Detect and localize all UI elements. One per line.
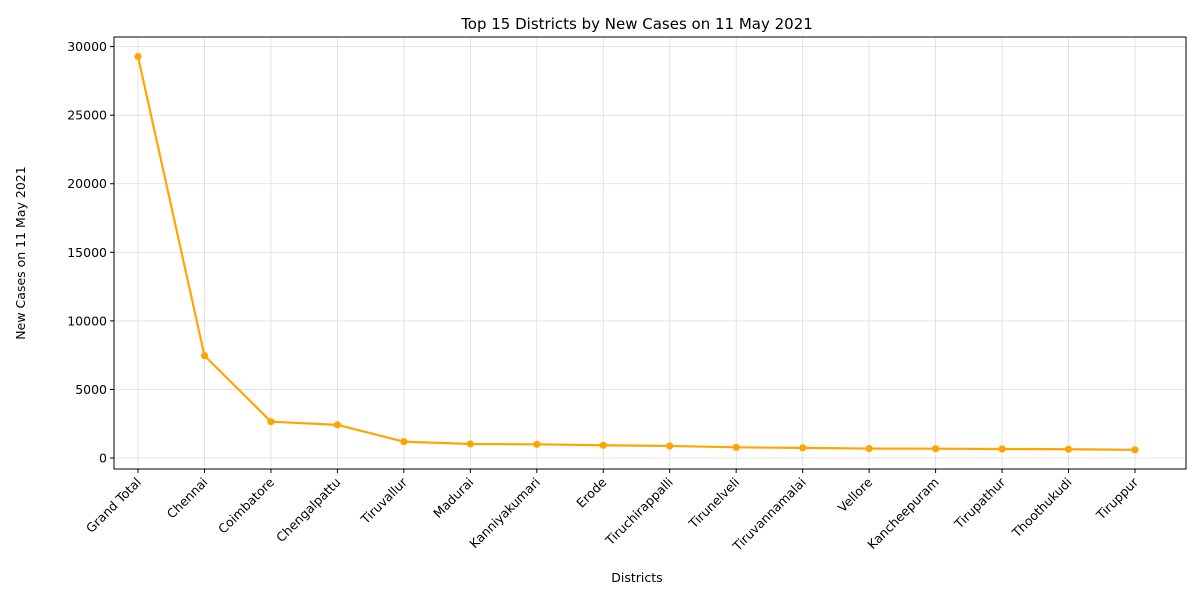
data-point <box>333 421 341 429</box>
data-point <box>267 418 275 426</box>
grid-lines <box>114 37 1186 469</box>
data-point <box>799 444 807 452</box>
x-tick-label: Chennai <box>164 475 211 522</box>
x-tick-label: Tiruchirappalli <box>602 475 676 549</box>
x-tick-label: Tirupathur <box>951 474 1009 532</box>
x-tick-label: Kancheepuram <box>864 475 941 552</box>
y-tick-label: 15000 <box>67 245 107 260</box>
data-point <box>134 52 142 61</box>
data-point <box>1064 445 1073 453</box>
y-tick-label: 30000 <box>67 39 107 54</box>
series-line <box>136 56 1136 451</box>
x-axis-label: Districts <box>611 570 662 585</box>
data-point <box>533 440 541 448</box>
y-tick-label: 5000 <box>75 382 107 397</box>
x-tick-label: Tiruppur <box>1093 474 1142 523</box>
x-tick-label: Tirunelveli <box>685 475 742 532</box>
data-point <box>666 442 674 450</box>
plot-area-frame <box>113 36 1187 470</box>
x-tick-label: Madurai <box>430 475 476 521</box>
data-point <box>865 444 873 453</box>
data-point <box>998 445 1006 453</box>
series-layer <box>134 52 1139 454</box>
x-tick-label: Kanniyakumari <box>466 475 543 552</box>
y-tick-label: 10000 <box>67 313 107 328</box>
x-tick-label: Coimbatore <box>215 474 277 536</box>
x-axis: Grand Total Chennai CoimbatoreChengalpattu… <box>83 469 1142 554</box>
x-tick-label: Grand Total <box>83 475 144 536</box>
data-point <box>400 438 408 446</box>
data-point <box>932 445 940 453</box>
x-tick-label: Thoothukudi <box>1008 475 1074 541</box>
data-point <box>200 352 209 360</box>
data-point <box>466 440 474 448</box>
y-axis-label: New Cases on 11 May 2021 <box>13 166 28 339</box>
x-tick-label: Erode <box>573 474 609 510</box>
x-tick-label: Tiruvallur <box>357 474 411 528</box>
y-axis: 0 5000 10000 15000 20000 25000 30000 <box>67 39 114 466</box>
chart-title: Top 15 Districts by New Cases on 11 May … <box>460 15 813 33</box>
y-tick-label: 25000 <box>67 108 107 123</box>
data-point <box>732 443 740 451</box>
data-point <box>1131 446 1139 454</box>
x-tick-label: Chengalpattu <box>273 475 343 545</box>
y-tick-label: 20000 <box>67 176 107 191</box>
x-tick-label: Vellore <box>835 474 876 515</box>
data-point <box>599 441 607 449</box>
x-tick-label: Tiruvannamalai <box>729 475 809 555</box>
y-tick-label: 0 <box>99 451 107 466</box>
